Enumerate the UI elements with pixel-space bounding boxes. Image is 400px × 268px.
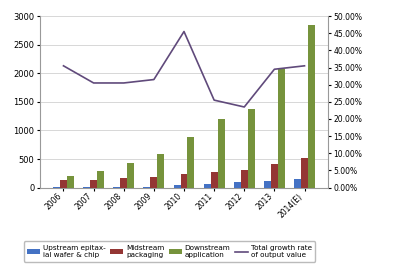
Bar [127, 163, 134, 188]
Bar [241, 170, 248, 188]
Bar [308, 25, 315, 188]
Bar [271, 163, 278, 188]
Bar [248, 109, 255, 188]
Bar [211, 172, 218, 188]
Bar [120, 178, 127, 188]
Bar [234, 183, 241, 188]
Bar [294, 179, 301, 188]
Bar [278, 69, 285, 188]
Legend: Upstream epitax-
ial wafer & chip, Midstream
packaging, Downstream
application, : Upstream epitax- ial wafer & chip, Midst… [24, 241, 315, 262]
Bar [83, 187, 90, 188]
Bar [150, 177, 157, 188]
Bar [204, 184, 211, 188]
Bar [67, 176, 74, 188]
Bar [180, 174, 188, 188]
Bar [301, 158, 308, 188]
Bar [218, 119, 224, 188]
Bar [188, 137, 194, 188]
Bar [53, 187, 60, 188]
Bar [113, 187, 120, 188]
Bar [60, 180, 67, 188]
Bar [97, 171, 104, 188]
Bar [174, 185, 180, 188]
Bar [157, 154, 164, 188]
Bar [264, 181, 271, 188]
Bar [144, 187, 150, 188]
Bar [90, 180, 97, 188]
